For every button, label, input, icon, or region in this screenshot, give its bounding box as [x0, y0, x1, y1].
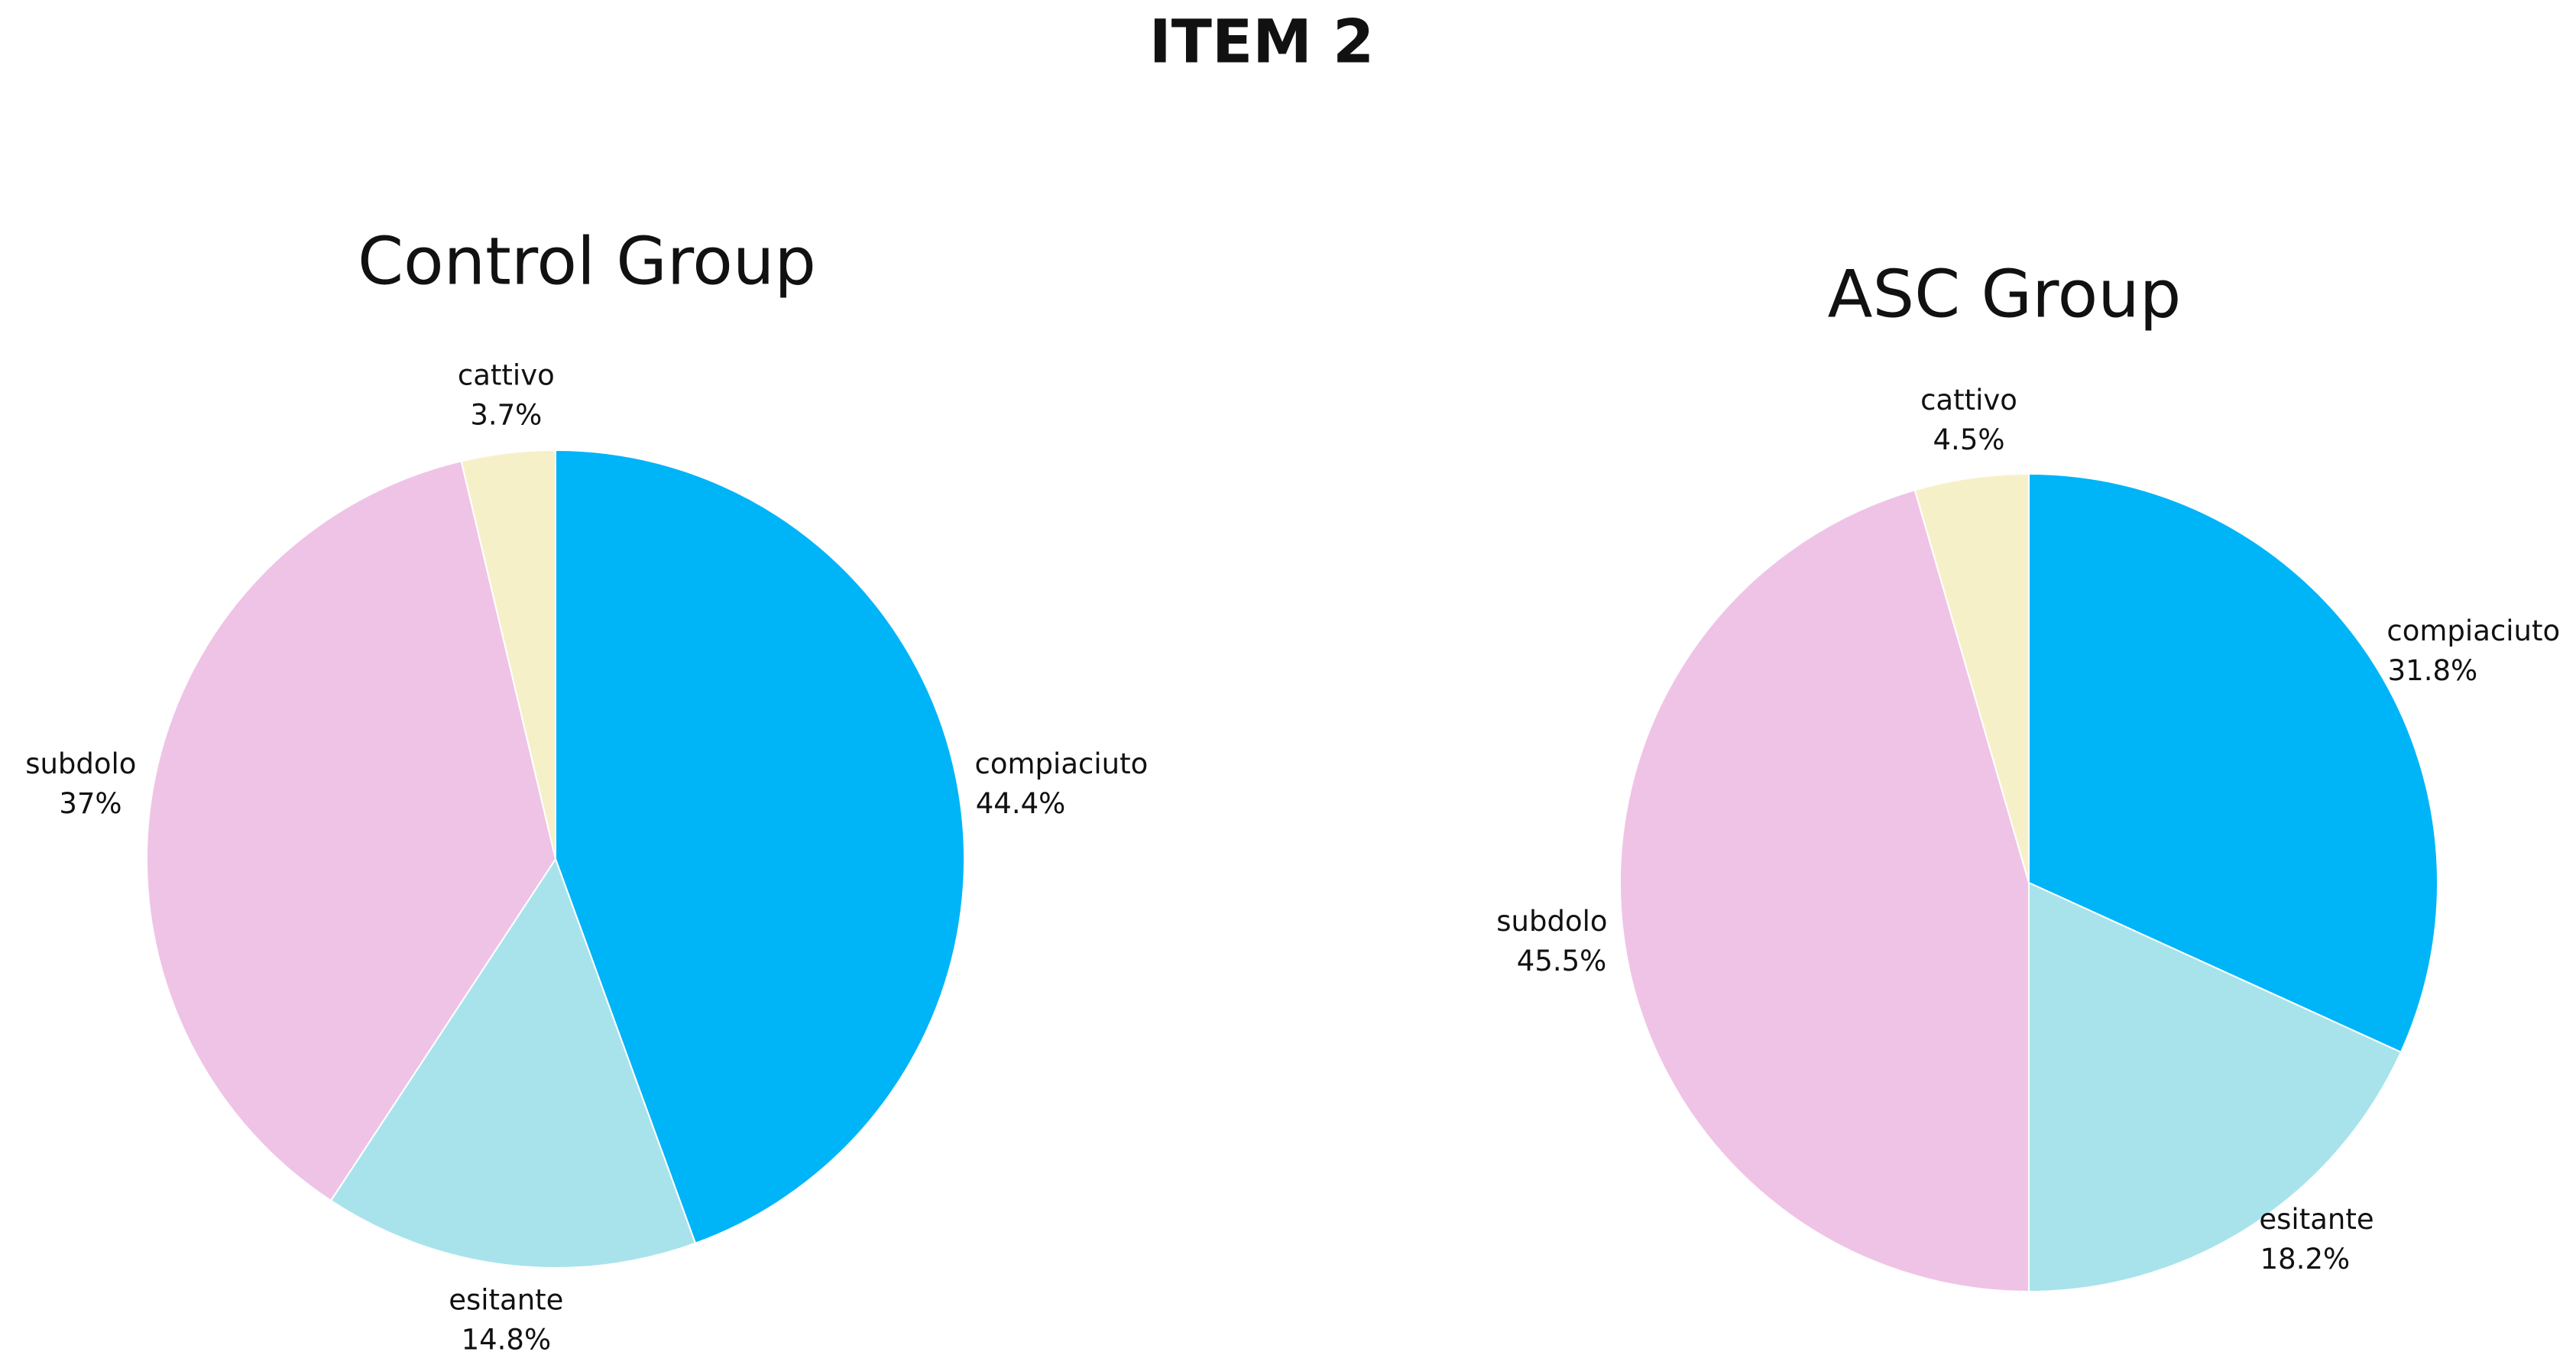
pie-slice: [2028, 472, 2439, 1054]
slice-label-name: compiaciuto: [975, 747, 1149, 780]
slice-label-value: 3.7%: [470, 398, 542, 431]
chart-title: ASC Group: [1828, 256, 2182, 332]
slice-label-name: cattivo: [1920, 384, 2017, 417]
pie-slice: [2028, 881, 2403, 1293]
chart-title: Control Group: [358, 223, 816, 300]
slice-label-value: 14.8%: [462, 1324, 552, 1357]
pie-slice: [329, 857, 697, 1269]
pie-slice: [460, 449, 556, 860]
pie-slice: [555, 449, 966, 1245]
pie-slice: [146, 460, 557, 1202]
page-title: ITEM 2: [1149, 8, 1375, 76]
slice-label-value: 31.8%: [2388, 654, 2478, 687]
slice-label-name: esitante: [2259, 1203, 2373, 1236]
slice-label-name: esitante: [449, 1284, 563, 1317]
slice-label-value: 44.4%: [976, 787, 1066, 820]
slice-label-value: 45.5%: [1517, 945, 1607, 977]
pie-slice: [1619, 489, 2030, 1293]
slice-label-value: 4.5%: [1933, 423, 2005, 456]
slice-label-name: compiaciuto: [2386, 614, 2560, 647]
slice-label-name: cattivo: [458, 358, 555, 391]
slice-label-value: 18.2%: [2260, 1243, 2351, 1276]
slice-label-name: subdolo: [1496, 905, 1607, 938]
pie-slice: [1913, 472, 2030, 883]
slice-label-value: 37%: [59, 787, 122, 820]
slice-label-name: subdolo: [25, 747, 136, 780]
